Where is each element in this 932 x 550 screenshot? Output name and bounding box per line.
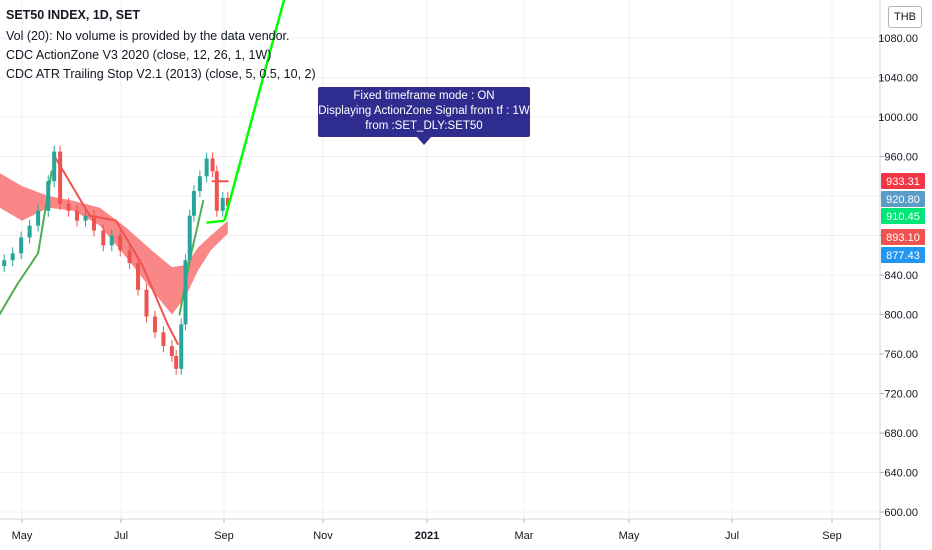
- candle-body: [174, 355, 179, 369]
- trailing-stop-segment: [141, 264, 169, 326]
- action-zone-fill: [0, 173, 228, 315]
- time-tick-label: 2021: [415, 530, 439, 542]
- signal-arrow-tail: [206, 219, 225, 224]
- price-labels: 933.31 920.80 910.45 893.10 877.43: [881, 173, 925, 263]
- signal-arrow: [206, 0, 286, 224]
- candle-body: [152, 316, 157, 333]
- candle-body: [169, 346, 174, 356]
- tooltip-line-1: Fixed timeframe mode : ON: [353, 90, 495, 102]
- candle-body: [214, 171, 219, 211]
- candle-body: [36, 210, 41, 226]
- price-label-text: 920.80: [886, 194, 920, 206]
- candle-body: [58, 151, 63, 204]
- candle-body: [225, 197, 230, 206]
- candle-body: [210, 158, 215, 172]
- candle-body: [187, 215, 192, 261]
- price-label-box: [881, 229, 925, 245]
- candlestick-series: [2, 145, 230, 375]
- candle-body: [220, 197, 225, 211]
- price-tick-label: 680.00: [884, 428, 918, 440]
- candle-body: [204, 158, 209, 177]
- trailing-stop-segment: [166, 323, 179, 346]
- price-label-box: [881, 191, 925, 207]
- atr-trailing-legend[interactable]: CDC ATR Trailing Stop V2.1 (2013) (close…: [6, 67, 316, 81]
- time-tick-label: Mar: [515, 530, 534, 542]
- trailing-stop-segment: [188, 199, 205, 262]
- price-tick-label: 960.00: [884, 152, 918, 164]
- candle-body: [83, 215, 88, 221]
- trailing-stop-segment: [0, 283, 18, 316]
- candle-body: [66, 203, 71, 211]
- candle-body: [109, 235, 114, 246]
- candle-body: [91, 215, 96, 231]
- candle-body: [2, 260, 7, 267]
- price-label-text: 910.45: [886, 211, 920, 223]
- price-tick-label: 800.00: [884, 310, 918, 322]
- chart-grid: [0, 0, 880, 519]
- signal-tooltip: Fixed timeframe mode : ON Displaying Act…: [318, 87, 530, 137]
- candle-body: [19, 237, 24, 254]
- price-label-box: [881, 173, 925, 189]
- time-tick-label: May: [619, 530, 640, 542]
- trailing-stop-line: [0, 157, 229, 346]
- trailing-stop-segment: [15, 252, 40, 286]
- tooltip-pointer: [417, 137, 431, 145]
- candle-body: [136, 263, 141, 290]
- price-tick-label: 1080.00: [878, 33, 918, 45]
- candle-body: [144, 289, 149, 317]
- time-tick-label: Sep: [214, 530, 234, 542]
- time-tick-label: Jul: [114, 530, 128, 542]
- price-axis[interactable]: 1080.001040.001000.00960.00920.00880.008…: [878, 0, 918, 550]
- price-label-text: 893.10: [886, 232, 920, 244]
- actionzone-legend[interactable]: CDC ActionZone V3 2020 (close, 12, 26, 1…: [6, 48, 272, 62]
- currency-button[interactable]: THB: [888, 6, 922, 28]
- candle-body: [118, 235, 123, 251]
- price-label-text: 933.31: [886, 176, 920, 188]
- candle-body: [75, 210, 80, 221]
- time-axis[interactable]: May Jul Sep Nov 2021 Mar May Jul Sep: [0, 518, 880, 542]
- candle-body: [46, 181, 51, 211]
- price-tick-label: 1000.00: [878, 112, 918, 124]
- candle-body: [197, 176, 202, 192]
- candle-body: [52, 151, 57, 182]
- candle-body: [27, 225, 32, 238]
- price-label-text: 877.43: [886, 250, 920, 262]
- tooltip-line-3: from :SET_DLY:SET50: [365, 120, 483, 132]
- candle-body: [161, 332, 166, 347]
- signal-arrow-line: [223, 0, 286, 222]
- price-tick-label: 640.00: [884, 468, 918, 480]
- price-tick-label: 720.00: [884, 389, 918, 401]
- volume-legend[interactable]: Vol (20): No volume is provided by the d…: [6, 29, 290, 43]
- time-tick-label: May: [12, 530, 33, 542]
- candle-body: [101, 230, 106, 246]
- price-label-box: [881, 208, 925, 224]
- price-tick-label: 1040.00: [878, 73, 918, 85]
- candle-body: [191, 191, 196, 216]
- time-tick-label: Jul: [725, 530, 739, 542]
- candle-body: [183, 260, 188, 325]
- tooltip-line-2: Displaying ActionZone Signal from tf : 1…: [318, 105, 530, 117]
- time-tick-label: Sep: [822, 530, 842, 542]
- symbol-title[interactable]: SET50 INDEX, 1D, SET: [6, 8, 141, 22]
- price-tick-label: 760.00: [884, 349, 918, 361]
- action-zone-band: [0, 173, 228, 315]
- candle-body: [127, 250, 132, 264]
- price-tick-label: 600.00: [884, 507, 918, 519]
- price-label-box: [881, 247, 925, 263]
- candle-body: [179, 324, 184, 369]
- price-tick-label: 840.00: [884, 270, 918, 282]
- time-tick-label: Nov: [313, 530, 333, 542]
- candle-body: [10, 253, 15, 261]
